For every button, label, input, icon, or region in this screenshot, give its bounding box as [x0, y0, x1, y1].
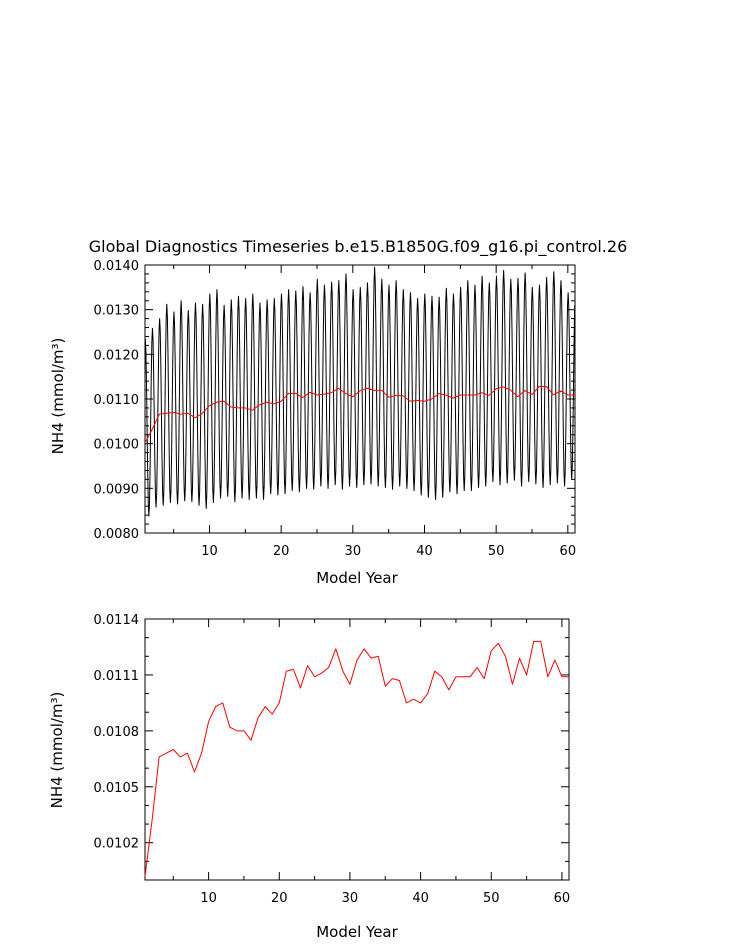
bottom-x-tick-label: 10: [200, 891, 217, 906]
top-y-tick-labels: 0.0080 0.0090 0.0100 0.0110 0.0120 0.0130 0.01…: [94, 259, 140, 542]
bottom-x-tick-label: 60: [554, 891, 571, 906]
top-plot-area: [144, 264, 576, 534]
top-x-tick-label: 40: [416, 544, 433, 559]
top-x-tick-label: 60: [560, 544, 577, 559]
top-x-tick-label: 30: [345, 544, 362, 559]
top-monthly-series-line: [144, 266, 576, 517]
bottom-y-axis-title: NH4 (mmol/m³): [48, 692, 66, 809]
bottom-x-tick-label: 50: [483, 891, 500, 906]
bottom-x-tick-label: 40: [412, 891, 429, 906]
bottom-x-tick-labels: 10 20 30 40 50 60: [200, 891, 570, 906]
top-x-tick-labels: 10 20 30 40 50 60: [201, 544, 576, 559]
bottom-y-tick-labels: 0.0102 0.0105 0.0108 0.0111 0.0114: [94, 613, 140, 852]
bottom-annual-mean-series-line: [144, 640, 569, 877]
top-y-tick-label: 0.0100: [94, 438, 140, 453]
figure-title: Global Diagnostics Timeseries b.e15.B185…: [89, 237, 628, 257]
bottom-y-tick-label: 0.0102: [94, 837, 140, 852]
top-y-tick-label: 0.0090: [94, 482, 140, 497]
top-x-tick-label: 20: [273, 544, 290, 559]
top-y-tick-label: 0.0140: [94, 259, 140, 274]
bottom-x-tick-label: 30: [342, 891, 359, 906]
bottom-y-tick-label: 0.0114: [94, 613, 140, 628]
top-x-tick-label: 50: [488, 544, 505, 559]
bottom-y-tick-label: 0.0105: [94, 781, 140, 796]
top-y-tick-label: 0.0110: [94, 393, 140, 408]
top-x-tick-label: 10: [201, 544, 218, 559]
bottom-y-tick-label: 0.0108: [94, 725, 140, 740]
bottom-y-tick-label: 0.0111: [94, 669, 140, 684]
bottom-chart-panel: 10 20 30 40 50 60 0.01020.01050.01080.01110.0…: [48, 613, 570, 941]
top-annual-mean-series-line: [144, 385, 575, 444]
top-x-axis-title: Model Year: [316, 569, 398, 587]
bottom-x-axis-title: Model Year: [316, 923, 398, 941]
top-y-axis-title: NH4 (mmol/m³): [49, 338, 67, 455]
bottom-plot-area: [144, 618, 570, 881]
top-y-tick-label: 0.0080: [94, 527, 140, 542]
bottom-x-tick-label: 20: [271, 891, 288, 906]
top-chart-panel: 10 20 30 40 50 60 0.00800.00900.01000.01100.0…: [49, 259, 576, 587]
top-y-tick-label: 0.0120: [94, 348, 140, 363]
top-y-tick-label: 0.0130: [94, 304, 140, 319]
